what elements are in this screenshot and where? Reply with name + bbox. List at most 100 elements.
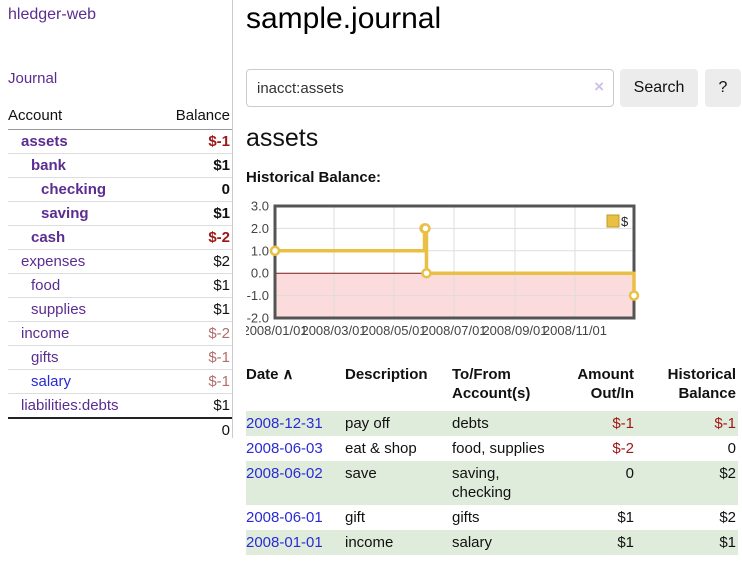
txn-balance: $-1 bbox=[714, 415, 736, 432]
account-row: assets $-1 bbox=[8, 130, 232, 154]
account-link-assets[interactable]: assets bbox=[21, 133, 68, 150]
page-title: sample.journal bbox=[246, 2, 442, 35]
txn-description: income bbox=[345, 534, 394, 551]
date-link[interactable]: 2008-06-02 bbox=[246, 465, 323, 482]
accounts-header: Account Balance bbox=[8, 104, 232, 130]
date-link[interactable]: 2008-06-01 bbox=[246, 509, 323, 526]
account-heading: assets bbox=[246, 124, 319, 152]
account-balance: 0 bbox=[221, 181, 230, 198]
transaction-row: 2008-06-02 save saving, checking 0 $2 bbox=[246, 461, 738, 505]
account-link-food[interactable]: food bbox=[31, 277, 61, 294]
account-row: liabilities:debts $1 bbox=[8, 394, 232, 419]
account-link-supplies[interactable]: supplies bbox=[31, 301, 87, 318]
account-row: cash $-2 bbox=[8, 226, 232, 250]
column-header-amount[interactable]: Amount Out/In bbox=[577, 366, 634, 402]
svg-text:2008/11/01: 2008/11/01 bbox=[543, 323, 607, 338]
txn-accounts: saving, checking bbox=[452, 465, 512, 501]
account-row: income $-2 bbox=[8, 322, 232, 346]
account-link-checking[interactable]: checking bbox=[41, 181, 107, 198]
account-balance: $1 bbox=[213, 205, 230, 222]
help-button[interactable]: ? bbox=[705, 69, 741, 107]
svg-text:-1.0: -1.0 bbox=[247, 288, 269, 303]
column-header-date[interactable]: Date ∧ bbox=[246, 366, 294, 383]
svg-text:-2.0: -2.0 bbox=[247, 311, 269, 326]
svg-text:2008/07/01: 2008/07/01 bbox=[421, 323, 486, 338]
transaction-row: 2008-12-31 pay off debts $-1 $-1 bbox=[246, 411, 738, 436]
transaction-row: 2008-01-01 income salary $1 $1 bbox=[246, 530, 738, 555]
account-balance: $1 bbox=[213, 277, 230, 294]
account-row: saving $1 bbox=[8, 202, 232, 226]
accounts-total: 0 bbox=[221, 422, 230, 439]
account-balance: $-1 bbox=[208, 133, 230, 150]
accounts-header-balance: Balance bbox=[175, 107, 230, 124]
account-balance: $1 bbox=[213, 301, 230, 318]
txn-accounts: food, supplies bbox=[452, 440, 545, 457]
txn-balance: $2 bbox=[719, 509, 736, 526]
sort-ascending-icon: ∧ bbox=[282, 366, 294, 383]
txn-amount: $-1 bbox=[612, 415, 634, 432]
svg-text:2008/03/01: 2008/03/01 bbox=[301, 323, 366, 338]
svg-text:$: $ bbox=[621, 214, 629, 229]
date-link[interactable]: 2008-01-01 bbox=[246, 534, 323, 551]
search-input[interactable] bbox=[246, 69, 614, 107]
transaction-row: 2008-06-03 eat & shop food, supplies $-2… bbox=[246, 436, 738, 461]
account-link-gifts[interactable]: gifts bbox=[31, 349, 59, 366]
account-link-liabilities-debts[interactable]: liabilities:debts bbox=[21, 397, 119, 414]
clear-search-icon[interactable]: × bbox=[594, 77, 604, 96]
date-link[interactable]: 2008-06-03 bbox=[246, 440, 323, 457]
account-balance: $-2 bbox=[208, 229, 230, 246]
accounts-header-account: Account bbox=[8, 107, 63, 124]
transaction-row: 2008-06-01 gift gifts $1 $2 bbox=[246, 505, 738, 530]
txn-accounts: salary bbox=[452, 534, 493, 551]
svg-text:2.0: 2.0 bbox=[251, 221, 269, 236]
search-button[interactable]: Search bbox=[620, 69, 698, 107]
svg-text:0.0: 0.0 bbox=[251, 266, 269, 281]
txn-balance: $1 bbox=[719, 534, 736, 551]
account-row: salary $-1 bbox=[8, 370, 232, 394]
accounts-table: Account Balance assets $-1 bank $1 check… bbox=[8, 104, 232, 442]
account-row: food $1 bbox=[8, 274, 232, 298]
sidebar-divider bbox=[232, 0, 233, 438]
txn-accounts: debts bbox=[452, 415, 489, 432]
column-header-description[interactable]: Description bbox=[345, 366, 428, 383]
transactions-table: Date ∧ Description To/From Account(s) Amo… bbox=[246, 363, 738, 555]
txn-balance: $2 bbox=[719, 465, 736, 482]
account-link-cash[interactable]: cash bbox=[31, 229, 66, 246]
account-balance: $2 bbox=[213, 253, 230, 270]
svg-text:1.0: 1.0 bbox=[251, 243, 269, 258]
transactions-header-row: Date ∧ Description To/From Account(s) Amo… bbox=[246, 363, 738, 411]
nav-journal-link[interactable]: Journal bbox=[8, 70, 58, 87]
account-row: checking 0 bbox=[8, 178, 232, 202]
date-link[interactable]: 2008-12-31 bbox=[246, 415, 323, 432]
account-balance: $1 bbox=[213, 157, 230, 174]
txn-amount: 0 bbox=[625, 465, 634, 482]
account-row: supplies $1 bbox=[8, 298, 232, 322]
txn-amount: $1 bbox=[617, 534, 634, 551]
account-link-expenses[interactable]: expenses bbox=[21, 253, 86, 270]
account-balance: $-1 bbox=[208, 373, 230, 390]
accounts-total-row: 0 bbox=[8, 419, 232, 442]
txn-accounts: gifts bbox=[452, 509, 480, 526]
txn-description: eat & shop bbox=[345, 440, 417, 457]
column-header-balance[interactable]: Historical Balance bbox=[667, 366, 736, 402]
txn-balance: 0 bbox=[727, 440, 736, 457]
account-row: gifts $-1 bbox=[8, 346, 232, 370]
account-link-saving[interactable]: saving bbox=[41, 205, 89, 222]
account-link-salary[interactable]: salary bbox=[31, 373, 72, 390]
search-form: × bbox=[246, 69, 614, 107]
svg-text:2008/09/01: 2008/09/01 bbox=[482, 323, 547, 338]
chart-title: Historical Balance: bbox=[246, 169, 382, 186]
svg-text:2008/01/01: 2008/01/01 bbox=[246, 323, 308, 338]
txn-amount: $1 bbox=[617, 509, 634, 526]
txn-description: pay off bbox=[345, 415, 390, 432]
svg-text:3.0: 3.0 bbox=[251, 200, 269, 214]
txn-description: gift bbox=[345, 509, 366, 526]
account-row: expenses $2 bbox=[8, 250, 232, 274]
account-link-income[interactable]: income bbox=[21, 325, 70, 342]
historical-balance-chart: 3.0 2.0 1.0 0.0 -1.0 -2.02008/01/012008/03/01… bbox=[246, 200, 640, 338]
account-link-bank[interactable]: bank bbox=[31, 157, 67, 174]
account-balance: $-2 bbox=[208, 325, 230, 342]
account-balance: $1 bbox=[213, 397, 230, 414]
app-title-link[interactable]: hledger-web bbox=[8, 6, 97, 23]
column-header-account[interactable]: To/From Account(s) bbox=[452, 366, 531, 402]
